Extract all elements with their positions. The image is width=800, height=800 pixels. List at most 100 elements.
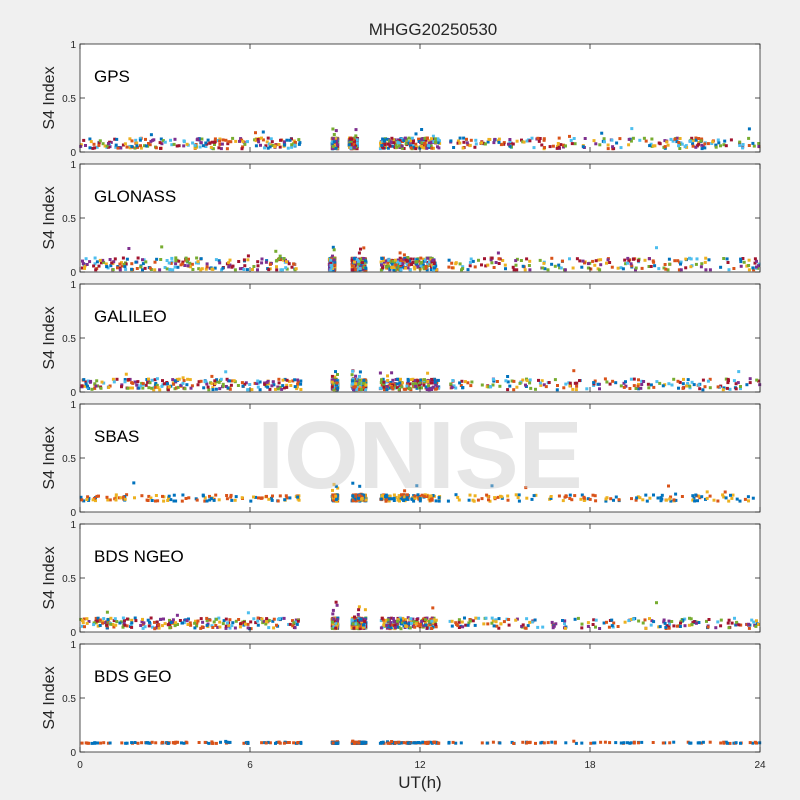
data-point: [154, 494, 158, 497]
data-point: [278, 385, 282, 389]
data-point: [637, 741, 640, 745]
data-point: [621, 267, 625, 271]
data-point: [473, 494, 477, 498]
data-point: [91, 498, 95, 502]
data-point: [278, 494, 282, 498]
data-point: [396, 377, 400, 381]
data-point: [731, 493, 735, 497]
data-point: [199, 141, 203, 145]
data-point: [649, 623, 653, 627]
data-point: [700, 262, 704, 266]
data-point: [413, 267, 417, 271]
data-point: [743, 497, 747, 501]
data-point: [159, 146, 162, 150]
data-point: [422, 617, 426, 621]
data-point: [200, 267, 204, 271]
y-tick-label: 1: [70, 280, 76, 291]
data-point: [664, 498, 668, 502]
data-point: [727, 626, 731, 630]
data-point: [588, 497, 592, 501]
data-point: [648, 617, 651, 621]
data-point: [436, 141, 440, 145]
data-point: [203, 496, 207, 500]
data-point: [353, 143, 357, 147]
data-point: [353, 497, 357, 501]
data-point: [631, 136, 635, 140]
data-point: [363, 741, 367, 745]
data-point: [139, 624, 143, 627]
data-point: [162, 617, 165, 621]
data-point: [185, 619, 189, 623]
data-point: [218, 142, 222, 146]
data-point: [360, 497, 364, 501]
data-point: [586, 621, 590, 625]
data-point: [699, 741, 703, 745]
data-point: [198, 145, 202, 149]
data-point: [295, 385, 299, 389]
data-point: [542, 261, 546, 265]
data-point: [532, 146, 536, 150]
data-point: [351, 268, 355, 272]
data-point: [385, 384, 389, 388]
data-point: [401, 381, 404, 385]
data-point: [658, 381, 662, 385]
data-point: [594, 625, 597, 629]
data-point: [483, 257, 486, 261]
data-point: [276, 387, 280, 391]
data-point: [228, 258, 232, 262]
data-point: [256, 379, 260, 383]
data-point: [231, 136, 235, 140]
data-point: [510, 740, 514, 744]
data-point: [391, 259, 395, 263]
data-point: [209, 145, 213, 149]
data-point: [397, 264, 400, 268]
data-point: [379, 268, 383, 272]
data-point: [413, 620, 417, 624]
data-point: [629, 618, 633, 621]
data-point: [697, 383, 701, 387]
data-point: [157, 626, 161, 630]
y-axis-label: S4 Index: [41, 306, 58, 369]
data-point: [398, 139, 402, 143]
data-point: [597, 258, 601, 262]
data-point: [606, 147, 610, 151]
data-point: [254, 144, 258, 148]
data-point: [280, 616, 284, 620]
data-point: [527, 264, 531, 267]
data-point: [128, 386, 132, 390]
data-point: [355, 625, 359, 629]
data-point: [108, 258, 112, 261]
data-point: [238, 267, 242, 271]
data-point: [351, 481, 355, 485]
data-point: [146, 380, 150, 384]
data-point: [406, 256, 410, 259]
data-point: [420, 260, 424, 264]
data-point: [211, 147, 215, 151]
data-point: [278, 741, 282, 745]
data-point: [114, 145, 118, 149]
data-point: [188, 261, 192, 265]
data-point: [454, 741, 458, 745]
data-point: [396, 262, 400, 266]
data-point: [234, 495, 238, 499]
data-point: [417, 495, 421, 498]
data-point: [540, 143, 544, 147]
data-point: [210, 374, 214, 378]
data-point: [575, 257, 579, 261]
data-point: [700, 143, 704, 147]
data-point: [258, 380, 262, 384]
data-point: [434, 264, 438, 268]
data-point: [221, 266, 225, 270]
data-point: [661, 384, 665, 388]
data-point: [169, 138, 172, 142]
data-point: [175, 144, 179, 148]
data-point: [431, 134, 435, 138]
data-point: [492, 379, 496, 383]
data-point: [362, 257, 366, 260]
data-point: [430, 496, 434, 500]
data-point: [425, 136, 429, 140]
data-point: [447, 741, 451, 745]
data-point: [392, 493, 396, 497]
